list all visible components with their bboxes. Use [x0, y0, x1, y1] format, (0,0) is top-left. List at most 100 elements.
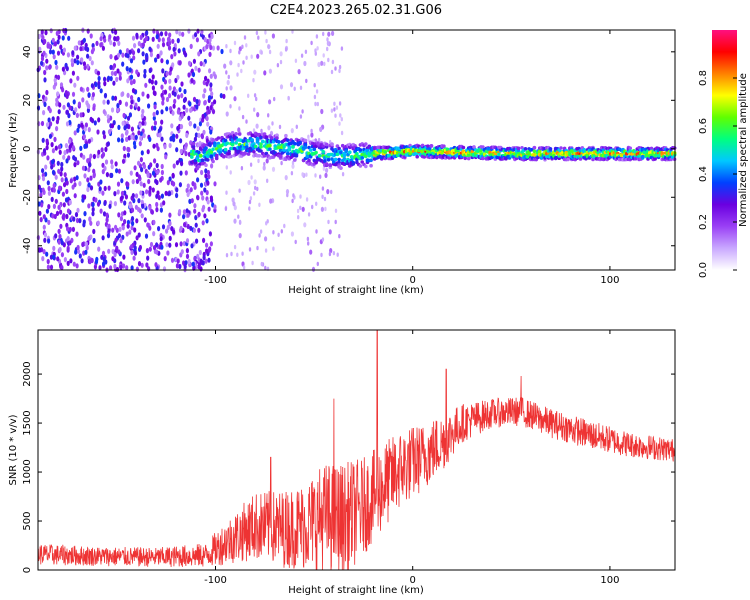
heatmap-cell [52, 187, 56, 193]
heatmap-cell [152, 28, 156, 34]
heatmap-cell [42, 148, 47, 154]
heatmap-cell [187, 72, 191, 78]
heatmap-cell [106, 99, 110, 105]
heatmap-cell [137, 48, 141, 54]
heatmap-cell [132, 255, 136, 261]
heatmap-cell [317, 153, 322, 158]
heatmap-cell [327, 57, 330, 63]
heatmap-cell [111, 227, 115, 233]
heatmap-cell [47, 219, 51, 225]
heatmap-cell [63, 257, 67, 263]
heatmap-cell [71, 70, 75, 76]
heatmap-cell [131, 88, 136, 94]
heatmap-cell [81, 165, 86, 171]
heatmap-cell [103, 200, 107, 206]
heatmap-cell [51, 159, 55, 165]
heatmap-cell [62, 104, 66, 110]
heatmap-cell [238, 106, 241, 111]
heatmap-cell [116, 106, 120, 112]
heatmap-cell [78, 253, 82, 259]
heatmap-cell [182, 214, 186, 220]
snr-frame [37, 329, 676, 571]
heatmap-cell [130, 99, 134, 105]
heatmap-cell [257, 35, 260, 40]
heatmap-cell [100, 254, 104, 260]
heatmap-cell [201, 220, 205, 226]
heatmap-cell [266, 219, 269, 224]
heatmap-cell [130, 216, 135, 222]
heatmap-cell [100, 147, 104, 153]
snr-xtick-label: 100 [600, 575, 619, 586]
heatmap-cell [229, 48, 232, 54]
heatmap-cell [294, 58, 298, 63]
heatmap-cell [122, 112, 126, 119]
heatmap-cell [46, 264, 51, 270]
heatmap-cell [186, 223, 190, 230]
heatmap-cell [99, 42, 103, 48]
heatmap-cell [324, 206, 327, 212]
spectrogram-panel: -100 0 100 -40 -20 0 20 40 Height of straight l… [8, 27, 677, 296]
heatmap-cell [49, 121, 53, 127]
heatmap-cell [70, 61, 75, 68]
heatmap-cell [268, 143, 272, 148]
heatmap-cell [229, 170, 232, 175]
heatmap-cell [106, 233, 111, 239]
heatmap-cell [303, 222, 307, 228]
heatmap-cell [265, 158, 269, 164]
heatmap-cell [131, 220, 135, 227]
heatmap-cell [168, 235, 172, 241]
heatmap-cell [264, 30, 267, 35]
heatmap-cell [76, 127, 80, 133]
heatmap-cell [50, 196, 54, 202]
heatmap-cell [61, 66, 65, 72]
heatmap-cell [119, 196, 123, 202]
heatmap-cell [161, 37, 165, 43]
heatmap-cell [84, 143, 89, 149]
heatmap-cell [43, 69, 47, 76]
heatmap-cell [285, 38, 288, 44]
heatmap-cell [197, 67, 201, 73]
heatmap-cell [348, 150, 352, 154]
snr-series-line [37, 329, 676, 571]
heatmap-cell [291, 163, 295, 169]
heatmap-cell [193, 203, 197, 209]
heatmap-cell [110, 70, 114, 76]
heatmap-cell [202, 93, 206, 99]
heatmap-cell [87, 167, 91, 173]
heatmap-cell [202, 143, 207, 147]
heatmap-cell [56, 160, 60, 166]
heatmap-cell [322, 53, 325, 58]
heatmap-cell [68, 240, 72, 246]
heatmap-cell [125, 265, 129, 271]
heatmap-cell [278, 124, 282, 130]
heatmap-cell [87, 182, 91, 188]
heatmap-cell [253, 179, 257, 185]
heatmap-cell [52, 203, 57, 209]
heatmap-cell [58, 246, 62, 253]
heatmap-cell [196, 177, 200, 183]
heatmap-cell [306, 236, 310, 242]
heatmap-cell [315, 229, 318, 234]
heatmap-cell [159, 177, 163, 183]
heatmap-cell [73, 58, 77, 64]
heatmap-cell [125, 136, 129, 142]
heatmap-cell [185, 248, 189, 254]
heatmap-cell [205, 218, 209, 224]
heatmap-cell [59, 44, 63, 50]
heatmap-cell [238, 50, 241, 55]
heatmap-cell [285, 189, 290, 195]
heatmap-cell [310, 132, 314, 138]
heatmap-cell [138, 122, 142, 128]
heatmap-cell [330, 69, 334, 75]
heatmap-cell [192, 58, 196, 64]
heatmap-cell [195, 98, 199, 105]
heatmap-cell [119, 264, 123, 270]
heatmap-cell [225, 86, 228, 91]
heatmap-cell [112, 80, 116, 86]
heatmap-cell [236, 252, 239, 257]
heatmap-cell [118, 99, 122, 105]
heatmap-cell [88, 216, 92, 222]
heatmap-cell [118, 71, 122, 77]
heatmap-cell [185, 238, 190, 244]
heatmap-cell [256, 245, 259, 251]
